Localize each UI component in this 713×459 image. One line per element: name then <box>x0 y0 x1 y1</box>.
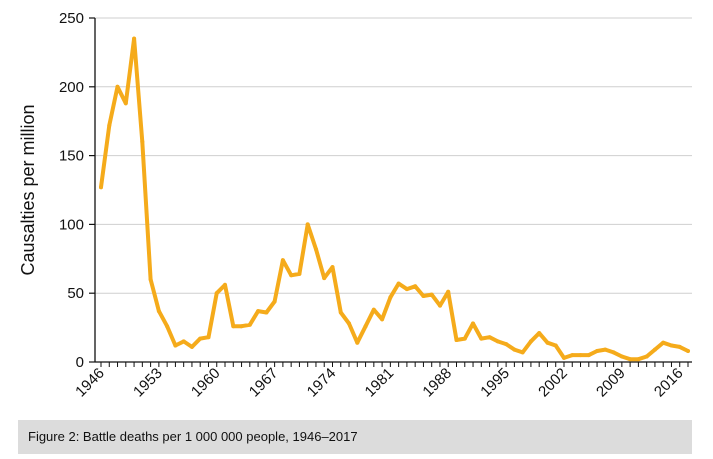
data-point <box>479 336 484 341</box>
data-point <box>115 84 120 89</box>
data-point <box>380 317 385 322</box>
data-point <box>181 339 186 344</box>
figure-caption-bar: Figure 2: Battle deaths per 1 000 000 pe… <box>18 420 692 454</box>
data-point <box>438 303 442 308</box>
y-ticks: 0 50 100 150 200 250 <box>59 10 95 371</box>
data-point <box>669 343 674 348</box>
data-point <box>330 265 335 270</box>
data-point <box>652 347 657 352</box>
data-point <box>198 336 203 341</box>
data-point <box>239 324 244 329</box>
x-tick-label: 2016 <box>651 365 687 401</box>
data-point <box>520 350 525 355</box>
data-point <box>140 139 145 144</box>
y-tick-label: 200 <box>59 79 84 96</box>
x-tick-label: 1981 <box>362 365 398 401</box>
data-point <box>686 349 690 353</box>
data-point <box>223 282 227 287</box>
data-point <box>487 335 492 340</box>
data-point <box>454 338 459 342</box>
y-tick-label: 250 <box>59 10 84 27</box>
data-point <box>132 36 137 41</box>
x-tick-label: 1967 <box>246 365 282 401</box>
data-point <box>148 277 153 282</box>
data-point <box>173 343 178 348</box>
data-point <box>123 101 128 106</box>
data-point <box>413 284 418 289</box>
data-point <box>595 349 600 353</box>
data-point <box>156 309 161 314</box>
figure-caption: Figure 2: Battle deaths per 1 000 000 pe… <box>28 429 358 444</box>
data-point <box>611 350 616 355</box>
data-point <box>603 347 608 352</box>
data-point <box>537 331 542 336</box>
data-point <box>247 322 252 327</box>
y-tick-label: 150 <box>59 148 84 165</box>
data-point <box>528 339 533 344</box>
data-point <box>297 271 302 276</box>
data-point <box>562 355 566 360</box>
data-point <box>495 339 500 344</box>
data-point <box>214 291 219 296</box>
data-point <box>347 321 351 326</box>
data-point <box>280 258 285 263</box>
data-point <box>553 343 558 348</box>
x-tick-label: 2002 <box>535 365 571 401</box>
data-point <box>99 185 103 190</box>
y-tick-label: 0 <box>76 354 84 371</box>
data-point <box>644 354 649 359</box>
data-point <box>404 287 409 292</box>
y-tick-label: 100 <box>59 216 84 233</box>
data-point <box>305 222 310 227</box>
x-tick-label: 1960 <box>188 365 224 401</box>
data-point <box>289 273 294 278</box>
data-point <box>322 276 327 281</box>
data-point <box>586 353 591 358</box>
data-point <box>578 353 583 358</box>
x-tick-label: 1995 <box>477 365 513 401</box>
data-point <box>446 289 451 294</box>
data-point <box>363 324 368 329</box>
data-point <box>272 299 277 304</box>
data-point <box>570 353 575 358</box>
x-ticks: 1946 1953 1960 1967 1974 1981 1988 1995 2002 2009… <box>72 362 689 401</box>
y-tick-label: 50 <box>67 285 84 302</box>
data-point <box>206 335 211 340</box>
data-point <box>619 354 624 359</box>
data-points <box>99 36 690 362</box>
data-point <box>504 342 509 347</box>
gridlines <box>95 17 692 294</box>
data-point <box>429 292 434 297</box>
data-point <box>396 281 401 286</box>
data-point <box>421 294 426 298</box>
data-point <box>545 340 550 345</box>
data-point <box>256 309 261 314</box>
data-point <box>231 324 236 329</box>
data-point <box>636 357 641 362</box>
data-point <box>388 295 393 300</box>
data-point <box>189 344 194 349</box>
data-point <box>677 344 682 349</box>
data-point <box>264 310 269 315</box>
data-point <box>661 340 666 345</box>
data-point <box>165 324 170 329</box>
data-point <box>628 357 633 362</box>
axes <box>94 18 692 363</box>
data-point <box>314 247 318 252</box>
data-point <box>355 340 360 345</box>
x-tick-label: 1953 <box>130 365 166 401</box>
data-point <box>371 307 376 312</box>
data-point <box>471 321 475 326</box>
data-point <box>512 347 517 352</box>
data-point <box>462 336 467 341</box>
data-point <box>107 123 112 128</box>
data-point <box>338 310 343 315</box>
x-tick-label: 1988 <box>419 365 455 401</box>
x-tick-label: 1974 <box>304 365 340 401</box>
y-axis-title: Causalties per million <box>18 104 38 275</box>
x-tick-label: 2009 <box>593 365 629 401</box>
